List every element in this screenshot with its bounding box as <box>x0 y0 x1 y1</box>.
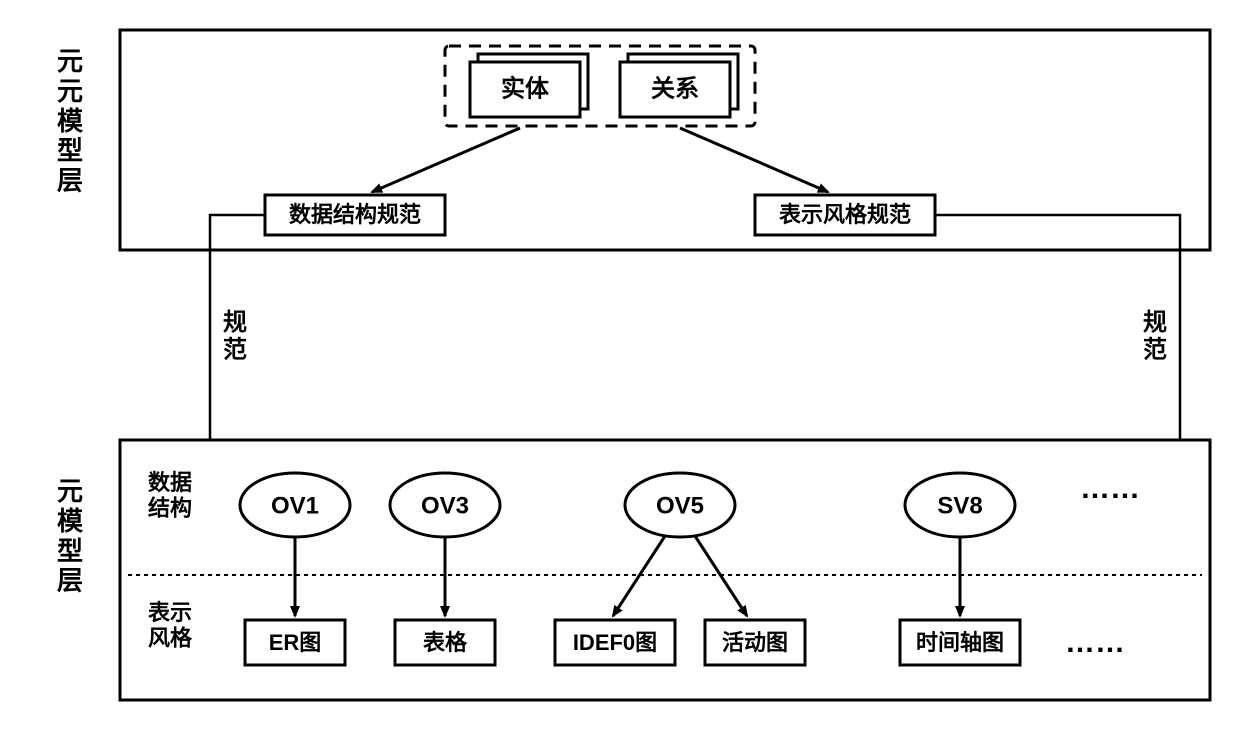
ov5-ellipse: OV5 <box>625 473 735 537</box>
svg-text:元模型层: 元模型层 <box>57 476 84 596</box>
ellipsis-bottom: …… <box>1065 626 1125 659</box>
svg-text:实体: 实体 <box>501 74 550 102</box>
svg-text:OV1: OV1 <box>271 492 319 519</box>
svg-text:时间轴图: 时间轴图 <box>916 630 1004 655</box>
svg-text:数据结构规范: 数据结构规范 <box>289 202 421 227</box>
data-struct-row-label: 数据结构 <box>148 470 192 520</box>
meta-meta-model-label: 元元模型层 <box>57 46 84 196</box>
svg-text:关系: 关系 <box>651 75 699 102</box>
ellipsis-top: …… <box>1080 472 1140 505</box>
right-guifan-label: 规范 <box>1143 309 1167 364</box>
svg-text:规范: 规范 <box>223 309 247 364</box>
activity-box: 活动图 <box>705 620 805 665</box>
svg-text:ER图: ER图 <box>269 630 322 655</box>
svg-text:表示风格规范: 表示风格规范 <box>779 202 911 227</box>
svg-text:表示风格: 表示风格 <box>148 600 193 650</box>
style-row-label: 表示风格 <box>148 600 193 650</box>
svg-text:活动图: 活动图 <box>722 630 788 655</box>
svg-text:IDEF0图: IDEF0图 <box>573 630 657 655</box>
ov1-ellipse: OV1 <box>240 473 350 537</box>
svg-text:表格: 表格 <box>423 630 468 655</box>
diagram-canvas: 元元模型层 实体 关系 数据结构规范 表示风格规范 规范 规范 <box>0 0 1240 729</box>
data-struct-spec-box: 数据结构规范 <box>265 195 445 235</box>
svg-text:OV5: OV5 <box>656 492 704 519</box>
svg-text:规范: 规范 <box>1143 309 1167 364</box>
entity-stack: 实体 <box>470 54 588 117</box>
idef0-box: IDEF0图 <box>555 620 675 665</box>
left-guifan-label: 规范 <box>223 309 247 364</box>
meta-model-label: 元模型层 <box>57 476 84 596</box>
svg-text:数据结构: 数据结构 <box>148 470 192 520</box>
svg-text:元元模型层: 元元模型层 <box>57 46 84 196</box>
sv8-ellipse: SV8 <box>905 473 1015 537</box>
ov3-ellipse: OV3 <box>390 473 500 537</box>
svg-text:SV8: SV8 <box>937 492 982 519</box>
svg-text:OV3: OV3 <box>421 492 469 519</box>
table-box: 表格 <box>395 620 495 665</box>
timeline-box: 时间轴图 <box>900 620 1020 665</box>
style-spec-box: 表示风格规范 <box>755 195 935 235</box>
er-box: ER图 <box>245 620 345 665</box>
relation-stack: 关系 <box>620 54 738 117</box>
